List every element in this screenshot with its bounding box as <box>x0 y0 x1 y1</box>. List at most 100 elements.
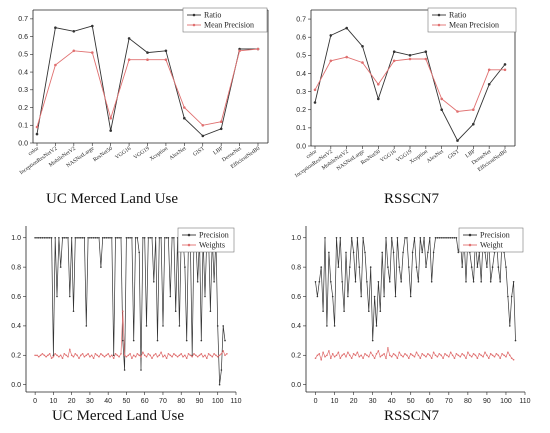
y-tick-label: 0.6 <box>11 294 21 301</box>
legend-box <box>427 7 517 33</box>
data-point <box>328 251 330 254</box>
y-tick-label: 0.7 <box>18 16 28 23</box>
data-point <box>387 347 389 349</box>
data-point <box>118 355 120 358</box>
data-point <box>48 237 51 239</box>
legend-box <box>177 227 235 253</box>
data-point <box>154 353 157 355</box>
data-point <box>425 355 427 358</box>
data-point <box>184 354 186 357</box>
data-point <box>444 353 446 355</box>
data-point <box>83 237 86 239</box>
data-point <box>512 358 515 361</box>
data-point <box>326 354 328 357</box>
data-point <box>156 339 159 342</box>
y-tick-label: 0.3 <box>18 87 28 94</box>
data-point <box>207 353 210 355</box>
data-point <box>213 281 215 283</box>
data-point <box>69 295 71 298</box>
x-tick-label: 70 <box>159 398 167 405</box>
y-tick-label: 0.5 <box>18 52 28 59</box>
data-point <box>512 281 515 283</box>
data-point <box>50 237 53 239</box>
data-point <box>427 353 429 355</box>
x-tick-label: 90 <box>196 398 204 405</box>
data-point <box>151 237 153 239</box>
data-point <box>406 354 408 357</box>
data-point <box>369 351 372 354</box>
data-point <box>200 339 203 342</box>
data-point <box>469 354 471 357</box>
y-tick-label: 0.4 <box>11 323 21 330</box>
data-point <box>424 57 428 61</box>
data-point <box>415 266 418 268</box>
data-point <box>238 49 241 53</box>
data-point <box>392 353 395 355</box>
data-point <box>224 354 226 357</box>
data-point <box>314 357 317 360</box>
legend-marker <box>468 233 472 237</box>
data-point <box>482 355 484 358</box>
data-point <box>486 266 488 268</box>
data-point <box>358 355 361 358</box>
data-point <box>158 237 161 239</box>
y-tick-label: 0.6 <box>296 35 306 42</box>
data-point <box>154 237 157 239</box>
data-point <box>505 266 507 268</box>
data-point <box>39 354 42 357</box>
data-point <box>151 357 153 360</box>
data-point <box>419 237 422 239</box>
data-point <box>333 325 336 327</box>
data-point <box>216 325 219 327</box>
data-point <box>493 355 496 358</box>
data-point <box>191 355 193 358</box>
data-point <box>366 281 368 283</box>
data-point <box>448 237 450 239</box>
data-point <box>503 354 505 357</box>
data-point <box>116 354 119 357</box>
legend-label: Mean Precision <box>449 21 499 30</box>
data-point <box>400 281 403 283</box>
data-point <box>398 266 401 268</box>
data-point <box>430 357 433 360</box>
data-point <box>158 354 161 357</box>
data-point <box>256 47 260 51</box>
data-point <box>409 295 412 298</box>
data-point <box>362 237 364 239</box>
data-point <box>83 355 86 358</box>
data-point <box>127 237 130 239</box>
y-tick-label: 0.1 <box>296 125 306 132</box>
data-point <box>216 355 219 358</box>
data-point <box>183 116 186 120</box>
chart-panel-1: 0.00.10.20.30.40.50.60.7colorInceptionRe… <box>18 7 269 207</box>
data-point <box>341 354 344 357</box>
data-point <box>109 129 112 132</box>
data-point <box>138 251 140 254</box>
data-point <box>134 355 137 358</box>
data-point <box>389 354 391 357</box>
data-point <box>423 237 425 239</box>
data-point <box>103 237 106 239</box>
data-point <box>138 354 140 357</box>
data-point <box>442 357 444 360</box>
data-point <box>510 295 513 298</box>
x-tick-label: 50 <box>407 398 415 405</box>
data-point <box>425 266 427 268</box>
data-point <box>54 26 57 30</box>
data-point <box>379 310 382 313</box>
data-point <box>123 354 126 357</box>
data-point <box>36 237 38 239</box>
data-point <box>434 237 437 239</box>
data-point <box>195 354 197 357</box>
x-tick-label: 0 <box>314 398 318 405</box>
data-point <box>318 353 321 355</box>
data-point <box>470 266 473 268</box>
data-point <box>122 339 124 342</box>
chart-panel-4: 0.0 0.2 0.4 0.6 0.8 1.0 0 10 20 30 40 50 60 70 80 90 100… <box>291 226 531 424</box>
data-point <box>219 120 223 123</box>
data-point <box>505 355 507 358</box>
data-point <box>487 83 491 86</box>
chart-panel-2: 0.00.10.20.30.40.50.60.7colorInceptionRe… <box>294 7 517 207</box>
